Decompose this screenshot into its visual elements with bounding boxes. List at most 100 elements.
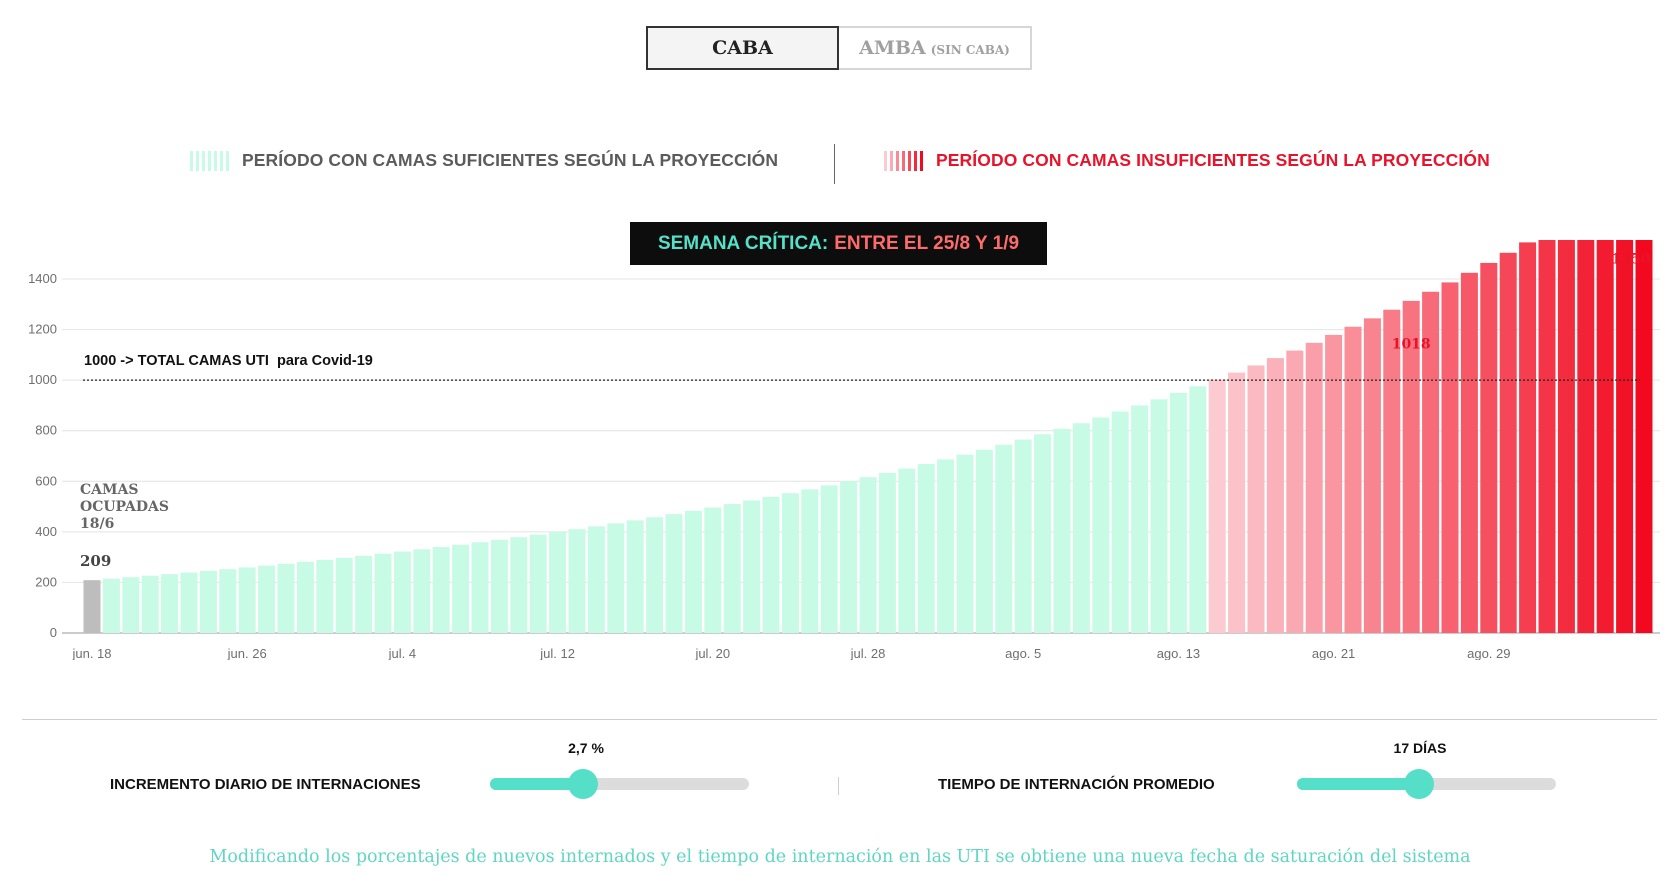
caba-tab[interactable]: CABA	[646, 26, 839, 70]
bar	[1266, 358, 1284, 633]
increment-slider-fill	[490, 778, 584, 790]
critical-week-range: ENTRE EL 25/8 Y 1/9	[834, 232, 1020, 254]
bar	[122, 577, 140, 633]
bar	[975, 449, 993, 633]
bar	[1305, 342, 1323, 633]
y-tick-label: 1200	[28, 322, 57, 337]
bar	[1577, 240, 1595, 634]
legend-insufficient-swatch	[884, 150, 923, 171]
bar	[316, 559, 334, 633]
legend-stripe	[226, 150, 229, 171]
bar	[335, 557, 353, 633]
increment-value: 2,7 %	[568, 740, 604, 756]
bar	[1111, 411, 1129, 633]
bar	[1014, 439, 1032, 633]
bar	[199, 570, 217, 633]
legend-stripe	[202, 150, 205, 171]
bar	[607, 523, 625, 633]
bar	[161, 574, 179, 633]
legend-stripe	[920, 150, 923, 171]
duration-slider-knob[interactable]	[1403, 769, 1434, 799]
caba-tab-label: CABA	[712, 37, 773, 59]
legend-stripe	[214, 150, 217, 171]
bar	[1131, 405, 1149, 633]
bar	[568, 529, 586, 633]
x-tick-label: jul. 28	[850, 646, 886, 660]
bar	[1402, 300, 1420, 633]
bar	[413, 549, 431, 633]
x-tick-label: jul. 12	[539, 646, 575, 660]
increment-label: INCREMENTO DIARIO DE INTERNACIONES	[110, 776, 421, 793]
amba-tab-label: AMBA	[859, 37, 926, 59]
occupied-note-line: CAMAS	[80, 482, 138, 498]
x-tick-label: jul. 4	[388, 646, 416, 660]
bar	[1538, 240, 1556, 634]
y-tick-label: 800	[35, 423, 57, 438]
bar	[393, 551, 411, 633]
bar	[355, 555, 373, 633]
bar	[898, 468, 916, 633]
bar-value-label: 1350	[1612, 252, 1651, 268]
increment-slider-knob[interactable]	[568, 769, 599, 799]
legend-stripe	[890, 150, 893, 171]
bar	[374, 553, 392, 633]
bar	[510, 537, 528, 633]
legend-stripe	[902, 150, 905, 171]
bar	[820, 485, 838, 633]
critical-week-banner: SEMANA CRÍTICA: ENTRE EL 25/8 Y 1/9	[630, 222, 1047, 265]
legend-sufficient-swatch	[190, 150, 229, 171]
duration-value: 17 DÍAS	[1393, 740, 1447, 756]
chart-legend: PERÍODO CON CAMAS SUFICIENTES SEGÚN LA P…	[0, 144, 1680, 184]
bar	[1460, 272, 1478, 633]
bar	[937, 459, 955, 633]
controls-divider	[838, 777, 839, 795]
bar	[490, 539, 508, 633]
bar	[646, 517, 664, 633]
bar	[1363, 318, 1381, 633]
bar	[801, 489, 819, 633]
x-tick-label: ago. 5	[1005, 646, 1041, 660]
bar	[995, 444, 1013, 633]
region-toggle: CABA AMBA (SIN CABA)	[646, 26, 1032, 70]
bar	[1441, 282, 1459, 633]
x-tick-label: jun. 26	[227, 646, 267, 660]
legend-stripe	[208, 150, 211, 171]
y-tick-label: 1400	[28, 271, 57, 286]
bar	[102, 578, 120, 633]
bar	[917, 464, 935, 633]
bar	[781, 493, 799, 633]
duration-slider[interactable]	[1297, 769, 1556, 799]
bar	[1072, 423, 1090, 633]
increment-slider[interactable]	[490, 769, 749, 799]
y-tick-label: 400	[35, 524, 57, 539]
legend-insufficient: PERÍODO CON CAMAS INSUFICIENTES SEGÚN LA…	[884, 150, 1490, 171]
bar	[1635, 240, 1653, 633]
legend-stripe	[190, 150, 193, 171]
bar	[1557, 240, 1575, 633]
bar-value-label: 1018	[1392, 337, 1431, 353]
bar	[219, 569, 237, 633]
bar	[1092, 417, 1110, 633]
bar	[878, 472, 896, 633]
bar	[1344, 326, 1362, 633]
bar	[258, 565, 276, 633]
y-tick-label: 200	[35, 574, 57, 589]
bar	[1422, 291, 1440, 633]
bar	[743, 500, 761, 633]
legend-divider	[834, 144, 835, 184]
legend-stripe	[908, 150, 911, 171]
legend-stripe	[220, 150, 223, 171]
x-tick-label: ago. 29	[1467, 646, 1510, 660]
amba-tab-sublabel: (SIN CABA)	[930, 43, 1010, 57]
occupied-note-line: OCUPADAS	[80, 499, 169, 515]
bar	[529, 534, 547, 633]
bar	[296, 561, 314, 633]
bar	[723, 504, 741, 633]
legend-stripe	[884, 150, 887, 171]
bar	[549, 531, 567, 633]
duration-label: TIEMPO DE INTERNACIÓN PROMEDIO	[938, 776, 1215, 793]
bar	[956, 454, 974, 633]
bar	[1286, 350, 1304, 633]
occupied-note-line: 18/6	[80, 516, 114, 532]
amba-tab[interactable]: AMBA (SIN CABA)	[839, 26, 1032, 70]
